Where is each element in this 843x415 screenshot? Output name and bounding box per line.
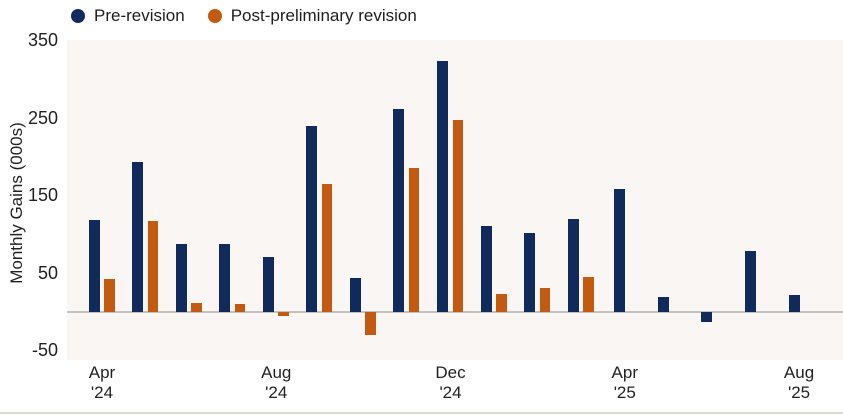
x-tick-label-aug-24: Aug '24 — [241, 363, 311, 403]
bar-pre-revision-jul-24 — [219, 243, 231, 312]
bar-pre-revision-oct-24 — [349, 277, 361, 312]
bar-pre-revision-may-24 — [132, 162, 144, 312]
legend-item-pre-revision: Pre-revision — [71, 6, 185, 26]
x-tick-year: '24 — [90, 383, 114, 402]
x-tick-month: Aug — [783, 363, 815, 382]
bar-post-revision-jun-24 — [191, 303, 202, 312]
x-tick-label-aug-25: Aug '25 — [764, 363, 834, 403]
bar-post-revision-may-24 — [147, 221, 159, 312]
bar-pre-revision-apr-25 — [614, 189, 626, 312]
x-tick-year: '25 — [613, 383, 636, 402]
bar-pre-revision-jun-25 — [701, 311, 713, 322]
y-tick-label-150: 150 — [27, 185, 58, 206]
bar-post-revision-apr-24 — [104, 279, 115, 312]
zero-axis-line — [67, 311, 843, 313]
y-tick-label-350: 350 — [27, 30, 58, 51]
x-tick-year: '24 — [265, 383, 288, 402]
x-tick-label-dec-24: Dec '24 — [416, 363, 486, 403]
y-tick-label--50: -50 — [31, 340, 58, 361]
x-tick-label-apr-24: Apr '24 — [67, 363, 137, 403]
x-tick-month: Apr — [611, 363, 638, 382]
x-tick-year: '24 — [439, 383, 462, 402]
legend-label-pre-revision: Pre-revision — [94, 6, 185, 25]
bar-pre-revision-may-25 — [657, 297, 669, 312]
chart-legend: Pre-revision Post-preliminary revision — [71, 6, 417, 26]
bar-post-revision-oct-24 — [365, 311, 376, 335]
y-tick-label-50: 50 — [37, 262, 58, 283]
bar-pre-revision-jun-24 — [175, 244, 187, 312]
bar-post-revision-feb-25 — [539, 288, 551, 312]
bar-post-revision-nov-24 — [408, 167, 420, 312]
bar-pre-revision-aug-25 — [788, 294, 800, 312]
bar-post-revision-sep-24 — [321, 183, 333, 312]
bottom-divider — [0, 412, 843, 414]
bar-post-revision-dec-24 — [452, 120, 464, 312]
bar-post-revision-aug-24 — [278, 311, 289, 316]
bar-pre-revision-apr-24 — [88, 220, 100, 312]
bar-pre-revision-jan-25 — [480, 225, 492, 312]
bar-post-revision-jan-25 — [496, 293, 507, 312]
bar-pre-revision-sep-24 — [306, 125, 318, 312]
bar-pre-revision-jul-25 — [744, 250, 756, 312]
bar-pre-revision-mar-25 — [567, 218, 579, 312]
bar-post-revision-jul-24 — [234, 303, 246, 312]
bar-pre-revision-aug-24 — [262, 256, 274, 312]
x-tick-year: '25 — [787, 383, 811, 402]
bar-pre-revision-nov-24 — [393, 109, 405, 312]
bar-pre-revision-feb-25 — [524, 232, 536, 312]
bar-pre-revision-dec-24 — [437, 61, 449, 312]
x-tick-month: Dec — [435, 363, 466, 382]
legend-label-post-revision: Post-preliminary revision — [230, 6, 417, 25]
x-tick-month: Apr — [88, 363, 116, 382]
legend-item-post-revision: Post-preliminary revision — [207, 6, 417, 26]
bar-post-revision-mar-25 — [583, 276, 594, 312]
legend-dot-post-revision-icon — [207, 9, 222, 23]
x-tick-month: Aug — [261, 363, 292, 382]
legend-dot-pre-revision-icon — [71, 9, 85, 23]
x-tick-label-apr-25: Apr '25 — [590, 363, 660, 403]
y-tick-label-250: 250 — [27, 107, 58, 128]
